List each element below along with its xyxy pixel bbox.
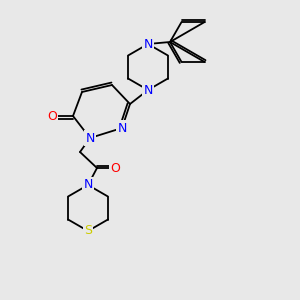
- Text: N: N: [85, 131, 95, 145]
- Text: S: S: [84, 224, 92, 238]
- Text: N: N: [143, 83, 153, 97]
- Text: N: N: [117, 122, 127, 134]
- Text: O: O: [110, 161, 120, 175]
- Text: O: O: [47, 110, 57, 122]
- Text: N: N: [83, 178, 93, 191]
- Text: N: N: [143, 38, 153, 50]
